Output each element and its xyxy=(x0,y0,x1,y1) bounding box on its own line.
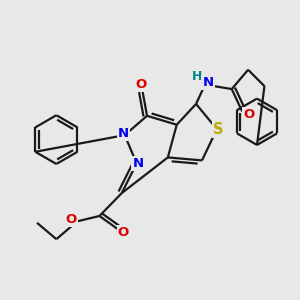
Text: S: S xyxy=(213,122,224,137)
Text: O: O xyxy=(136,78,147,92)
Text: N: N xyxy=(118,127,129,140)
Text: N: N xyxy=(202,76,214,89)
Text: O: O xyxy=(66,213,77,226)
Text: H: H xyxy=(191,70,202,83)
Text: N: N xyxy=(133,157,144,170)
Text: O: O xyxy=(243,108,254,122)
Text: O: O xyxy=(118,226,129,239)
